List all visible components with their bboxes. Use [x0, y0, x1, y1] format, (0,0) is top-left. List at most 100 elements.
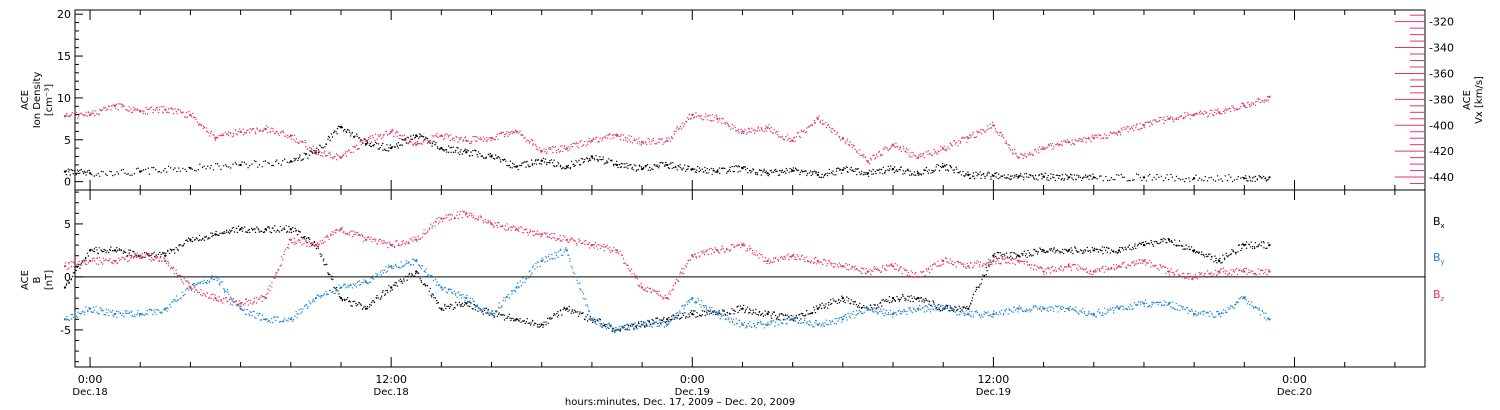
point — [189, 167, 192, 170]
point — [841, 168, 844, 172]
point-fill — [386, 149, 388, 152]
point-fill — [577, 282, 579, 285]
point-fill — [1198, 111, 1201, 114]
point-fill — [886, 147, 888, 149]
point-fill — [1119, 246, 1121, 249]
point-fill — [950, 165, 952, 168]
point-fill — [424, 283, 426, 285]
point-fill — [775, 131, 778, 133]
point-fill — [821, 173, 823, 175]
point-fill — [679, 312, 682, 314]
point-fill — [945, 305, 947, 307]
point-fill — [838, 135, 841, 138]
point-fill — [65, 114, 68, 116]
point-fill — [282, 320, 285, 323]
point-fill — [1132, 248, 1135, 250]
point-fill — [354, 135, 356, 137]
point-fill — [1220, 262, 1222, 264]
point-fill — [396, 285, 399, 287]
point-fill — [767, 321, 769, 323]
point-fill — [952, 310, 955, 312]
point-fill — [385, 290, 387, 292]
point-fill — [451, 304, 453, 306]
point-fill — [1249, 179, 1252, 182]
point-fill — [777, 323, 780, 326]
point-fill — [1215, 259, 1217, 262]
point-fill — [513, 131, 515, 134]
point-fill — [100, 170, 103, 173]
point-fill — [1032, 154, 1035, 157]
point-fill — [1146, 121, 1148, 123]
point-fill — [999, 252, 1001, 254]
point-fill — [427, 139, 429, 141]
point-fill — [661, 137, 663, 140]
point — [1268, 95, 1271, 99]
point-fill — [1022, 157, 1024, 159]
point-fill — [363, 306, 365, 308]
point-fill — [668, 316, 670, 319]
point-fill — [1060, 306, 1062, 308]
point-fill — [464, 299, 466, 301]
point-fill — [682, 312, 684, 315]
point-fill — [103, 250, 105, 253]
point-fill — [542, 324, 545, 326]
point-fill — [487, 313, 490, 315]
point-fill — [282, 130, 284, 132]
point-fill — [1238, 244, 1241, 246]
point-fill — [122, 252, 125, 254]
point-fill — [1027, 154, 1030, 156]
point-fill — [762, 315, 765, 317]
point-fill — [1222, 312, 1224, 315]
point-fill — [547, 147, 550, 149]
point-fill — [586, 314, 589, 316]
point-fill — [326, 155, 328, 157]
point-fill — [1127, 131, 1129, 133]
point-fill — [401, 266, 403, 268]
point-fill — [1129, 128, 1132, 130]
point-fill — [544, 151, 546, 153]
point-fill — [631, 323, 633, 325]
point-fill — [997, 314, 1000, 316]
point-fill — [418, 276, 420, 278]
point-fill — [835, 300, 837, 302]
point-fill — [509, 166, 511, 169]
point-fill — [197, 124, 199, 126]
point-fill — [770, 126, 772, 129]
point-fill — [329, 139, 331, 142]
point-fill — [888, 296, 891, 298]
point-fill — [285, 319, 288, 321]
point-fill — [1121, 247, 1124, 249]
point-fill — [679, 164, 681, 166]
point-fill — [193, 169, 196, 172]
point-fill — [411, 274, 413, 276]
point — [490, 137, 493, 140]
point-fill — [606, 326, 609, 328]
point-fill — [194, 283, 196, 285]
point-fill — [1128, 306, 1130, 308]
point-fill — [1009, 178, 1011, 181]
point-fill — [893, 299, 895, 301]
point-fill — [578, 159, 580, 162]
point-fill — [819, 303, 821, 306]
point-fill — [786, 314, 788, 316]
point-fill — [882, 166, 884, 169]
point-fill — [1055, 250, 1058, 252]
point-fill — [421, 265, 424, 267]
point-fill — [1150, 122, 1153, 124]
point-fill — [589, 317, 592, 319]
point-fill — [737, 305, 739, 307]
point-fill — [925, 299, 928, 301]
point-fill — [587, 160, 590, 163]
point-fill — [219, 282, 221, 285]
point-fill — [383, 133, 385, 136]
point-fill — [210, 132, 212, 135]
point — [816, 307, 819, 310]
point-fill — [129, 174, 131, 176]
point-fill — [428, 276, 430, 278]
point-fill — [694, 310, 696, 312]
point-fill — [213, 278, 216, 281]
point-fill — [346, 128, 349, 131]
point-fill — [1135, 124, 1138, 126]
point-fill — [950, 167, 952, 169]
point-fill — [1028, 151, 1031, 153]
